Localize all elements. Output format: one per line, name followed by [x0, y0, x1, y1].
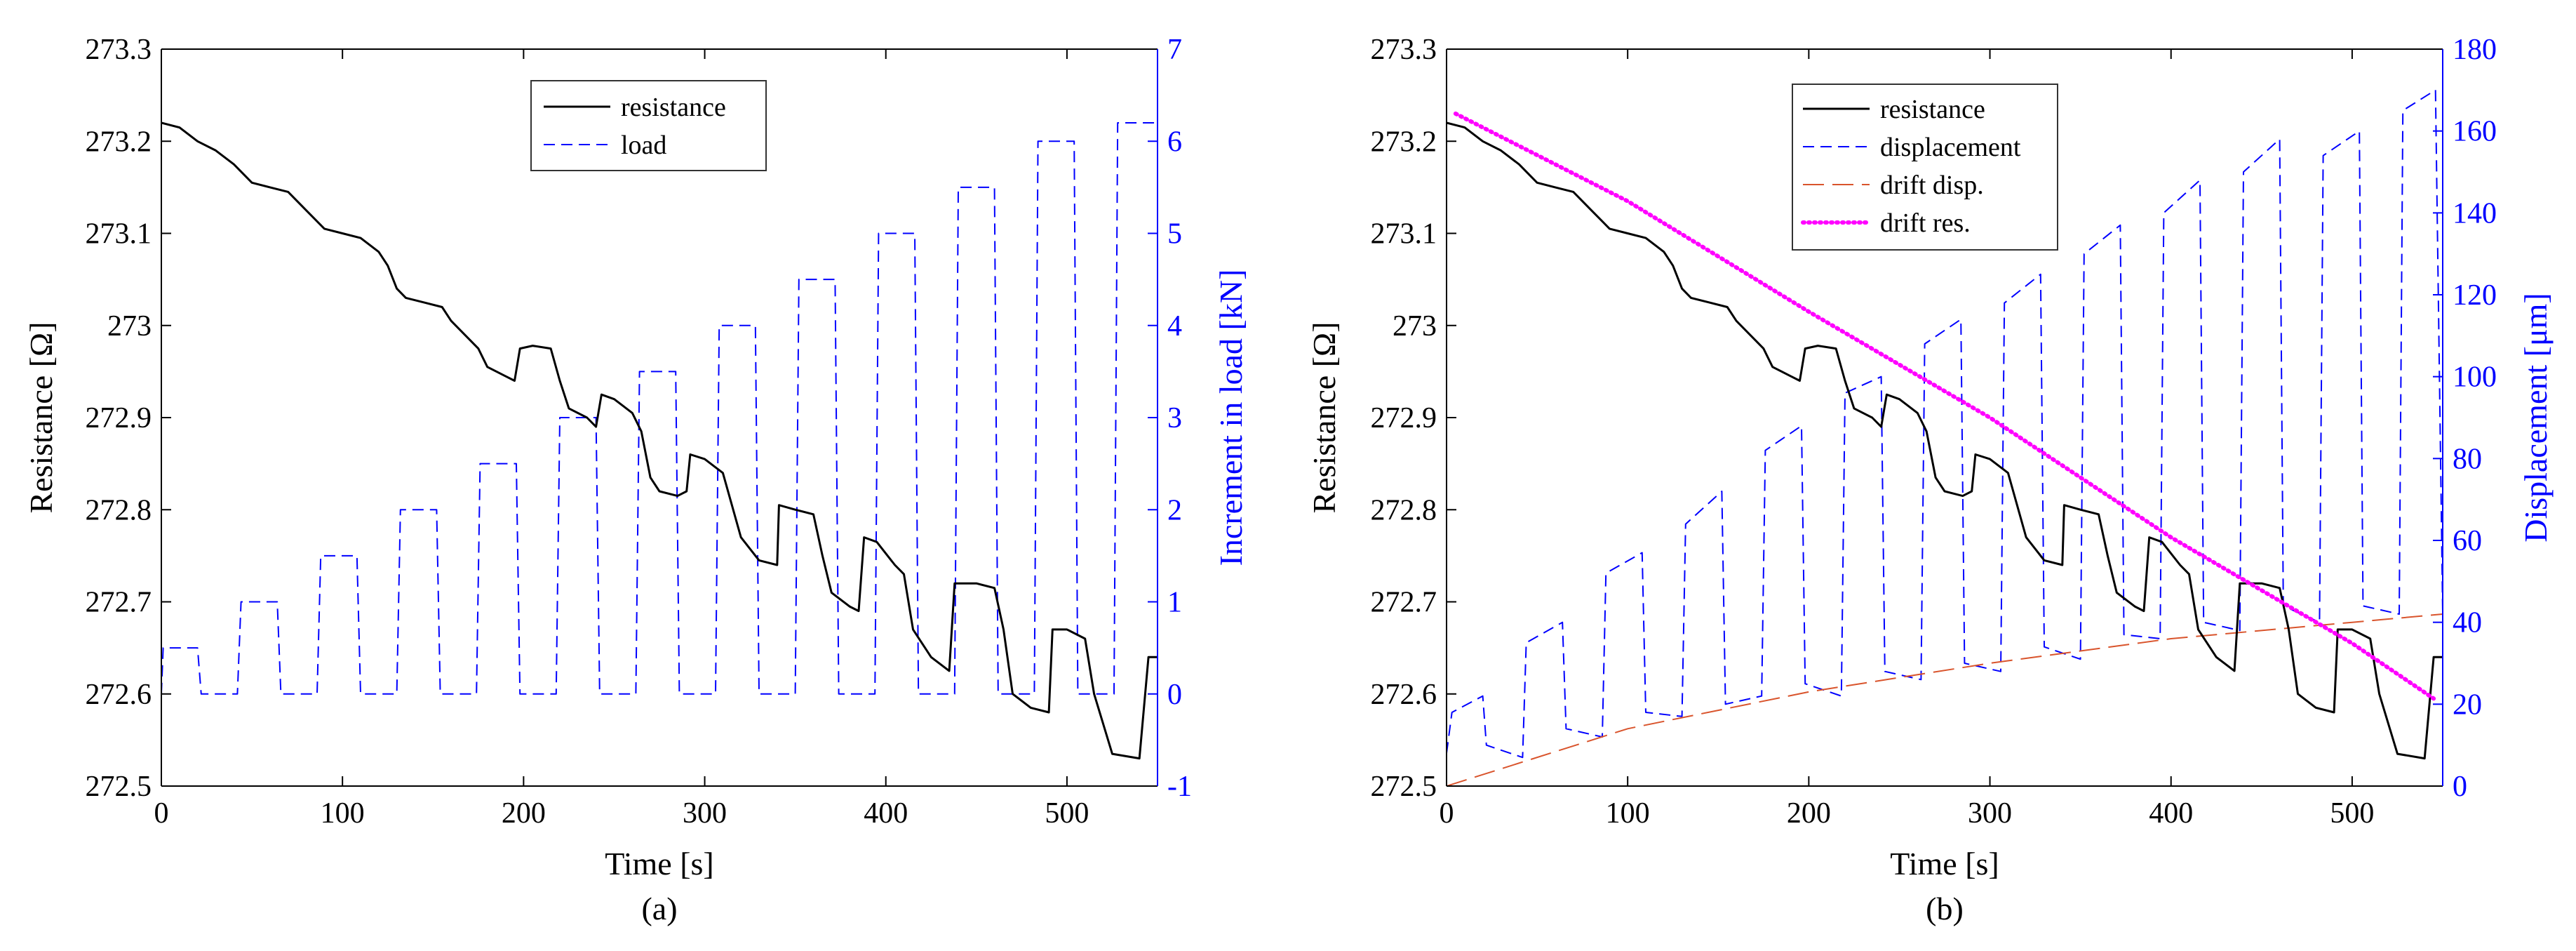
legend-label-resistance-a: resistance	[621, 93, 726, 122]
y2-tick-label-b: 180	[2453, 34, 2497, 66]
x-tick-label-a: 200	[502, 797, 546, 830]
y-tick-label-b: 272.7	[1371, 587, 1437, 619]
y-tick-label-a: 273.3	[86, 34, 152, 66]
y2-tick-label-b: 60	[2453, 525, 2482, 557]
y2-tick-label-a: -1	[1167, 771, 1192, 803]
y2-tick-label-b: 100	[2453, 361, 2497, 394]
caption-a: (a)	[641, 891, 677, 926]
series-a	[161, 121, 1158, 760]
y-tick-label-a: 273	[107, 310, 152, 343]
x-tick-label-b: 500	[2330, 797, 2374, 830]
y-tick-label-b: 272.6	[1371, 679, 1437, 711]
x-tick-label-b: 100	[1606, 797, 1650, 830]
x-tick-label-a: 300	[683, 797, 727, 830]
y2-axis-label-a: Increment in load [kN]	[1213, 270, 1249, 566]
x-tick-label-a: 400	[864, 797, 908, 830]
series-b	[1447, 89, 2443, 786]
y-tick-label-b: 273.1	[1371, 218, 1437, 251]
y2-tick-label-b: 120	[2453, 279, 2497, 312]
y2-tick-label-a: 1	[1167, 587, 1182, 619]
y-axis-label-b: Resistance [Ω]	[1306, 321, 1342, 513]
series-displacement-b	[1447, 89, 2443, 759]
legend-label-drift-disp-b: drift disp.	[1880, 171, 1984, 200]
series-drift-res-b	[1453, 111, 2436, 701]
y2-tick-label-b: 40	[2453, 607, 2482, 639]
y-tick-label-b: 273	[1393, 310, 1437, 343]
y-tick-label-a: 272.8	[86, 494, 152, 526]
y-tick-label-a: 272.6	[86, 679, 152, 711]
y2-tick-label-a: 2	[1167, 494, 1182, 526]
y2-tick-label-b: 140	[2453, 197, 2497, 230]
ticks-a: 0 100 200 300 400 500 272.5 272.6 272.7 272.8 272.…	[86, 34, 1193, 830]
y-axis-label-a: Resistance [Ω]	[23, 321, 59, 513]
legend-a: resistance load	[530, 80, 767, 171]
x-tick-label-a: 0	[154, 797, 169, 830]
ticks-b: 0 100 200 300 400 500272.5272.6272.7272.8272.…	[1371, 34, 2497, 830]
y2-tick-label-a: 6	[1167, 126, 1182, 158]
y2-tick-label-b: 160	[2453, 116, 2497, 148]
legend-label-load-a: load	[621, 131, 666, 160]
series-drift-disp-b	[1447, 613, 2443, 786]
legend-b: resistance displacement drift disp. drif…	[1792, 84, 2058, 251]
y-tick-label-b: 273.2	[1371, 126, 1437, 158]
y2-tick-label-b: 0	[2453, 771, 2467, 803]
y-tick-label-b: 272.5	[1371, 771, 1437, 803]
y-tick-label-b: 272.8	[1371, 494, 1437, 526]
panel-b: 0 100 200 300 400 500272.5272.6272.7272.8272.…	[1306, 34, 2554, 926]
y2-tick-label-a: 7	[1167, 34, 1182, 66]
y-tick-label-b: 272.9	[1371, 402, 1437, 434]
x-axis-label-a: Time [s]	[605, 846, 714, 882]
x-axis-label-b: Time [s]	[1890, 846, 1999, 882]
series-resistance-a	[161, 121, 1158, 760]
legend-label-resistance-b: resistance	[1880, 95, 1985, 124]
x-tick-label-b: 0	[1440, 797, 1454, 830]
x-tick-label-a: 500	[1045, 797, 1089, 830]
y-tick-label-a: 273.2	[86, 126, 152, 158]
y-tick-label-a: 272.7	[86, 587, 152, 619]
caption-b: (b)	[1926, 891, 1964, 926]
y-tick-label-a: 272.9	[86, 402, 152, 434]
x-tick-label-a: 100	[321, 797, 365, 830]
x-tick-label-b: 400	[2149, 797, 2193, 830]
y2-tick-label-a: 0	[1167, 679, 1182, 711]
x-tick-label-b: 300	[1968, 797, 2012, 830]
legend-label-drift-res-b: drift res.	[1880, 208, 1971, 238]
y-tick-label-a: 273.1	[86, 218, 152, 251]
y-tick-label-b: 273.3	[1371, 34, 1437, 66]
legend-box-a	[530, 80, 767, 171]
y-tick-label-a: 272.5	[86, 771, 152, 803]
y2-tick-label-a: 3	[1167, 402, 1182, 434]
series-resistance-b	[1447, 121, 2443, 760]
y2-tick-label-a: 5	[1167, 218, 1182, 251]
y2-tick-label-b: 80	[2453, 443, 2482, 475]
y2-tick-label-a: 4	[1167, 310, 1182, 343]
y2-axis-label-b: Displacement [μm]	[2518, 293, 2554, 543]
y2-tick-label-b: 20	[2453, 689, 2482, 721]
plot-area-a	[161, 49, 1158, 786]
x-tick-label-b: 200	[1787, 797, 1831, 830]
panel-a: 0 100 200 300 400 500 272.5 272.6 272.7 272.8 272.…	[23, 34, 1249, 926]
series-load-a	[161, 122, 1158, 695]
legend-label-displacement-b: displacement	[1880, 133, 2021, 162]
